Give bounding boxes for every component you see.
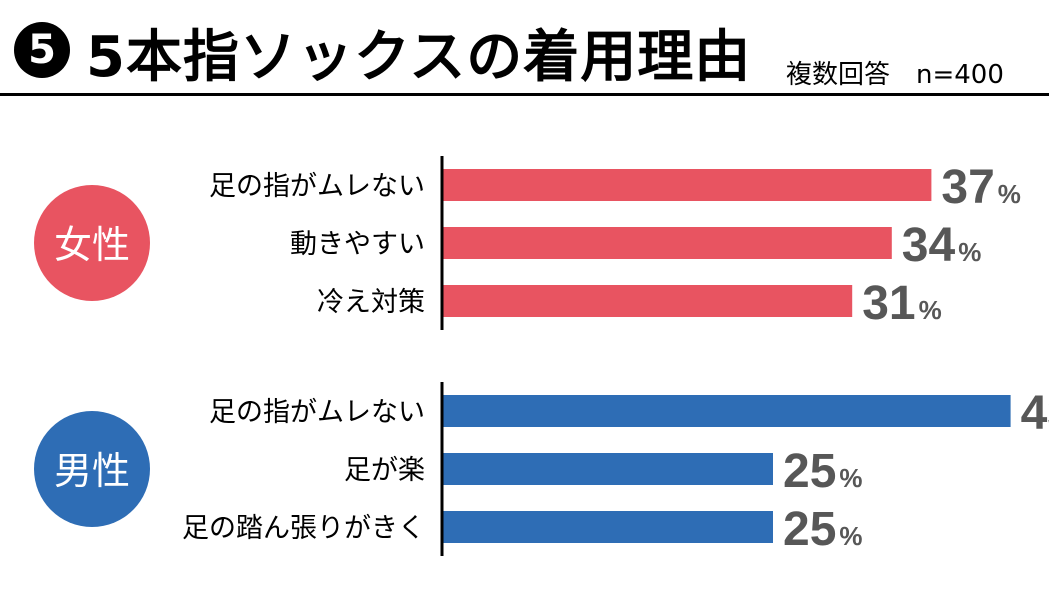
group-label: 女性 [54, 223, 130, 267]
bar [443, 453, 773, 485]
value-label: 37% [941, 161, 1021, 214]
category-label: 動きやすい [290, 229, 425, 260]
bar [443, 395, 1011, 427]
category-label: 足の踏ん張りがきく [182, 513, 425, 544]
chart-header: 5 5本指ソックスの着用理由 複数回答 n=400 [0, 0, 1049, 100]
category-label: 足の指がムレない [209, 171, 425, 202]
group-badge-circle [34, 185, 150, 301]
category-label: 足の指がムレない [209, 397, 425, 428]
value-label: 31% [862, 277, 942, 330]
bar [443, 227, 892, 259]
bar [443, 511, 773, 543]
chart-title: 5本指ソックスの着用理由 [86, 25, 752, 90]
category-label: 足が楽 [344, 455, 425, 486]
value-label: 43% [1021, 387, 1049, 440]
bar [443, 285, 853, 317]
value-label: 34% [902, 219, 982, 272]
category-label: 冷え対策 [317, 287, 425, 318]
value-label: 25% [783, 503, 863, 556]
value-label: 25% [783, 445, 863, 498]
section-number-badge: 5 [14, 22, 70, 78]
group-badge-circle [34, 411, 150, 527]
header-divider [0, 93, 1049, 96]
bar [443, 169, 932, 201]
chart-subtitle: 複数回答 n=400 [786, 60, 1004, 90]
group-label: 男性 [54, 449, 130, 493]
